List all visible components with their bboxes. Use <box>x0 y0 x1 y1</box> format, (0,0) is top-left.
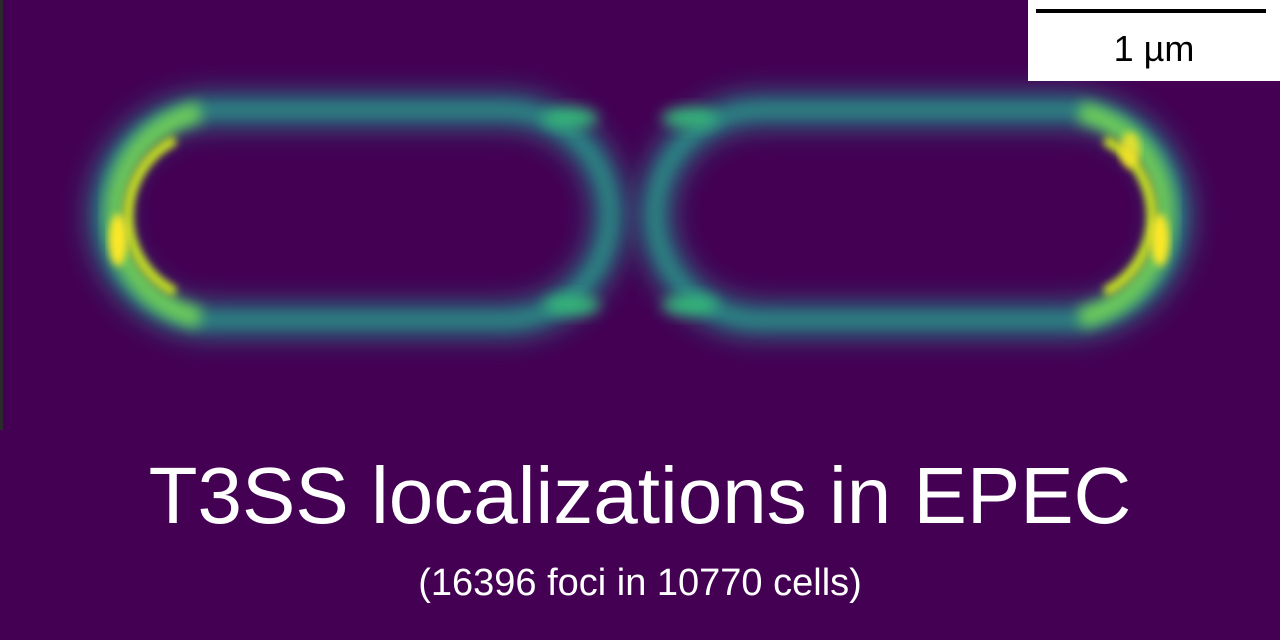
figure-subtitle: (16396 foci in 10770 cells) <box>418 562 862 604</box>
scale-bar-label: 1 µm <box>1113 28 1195 69</box>
localization-heatmap <box>90 95 1190 335</box>
image-border <box>0 0 3 430</box>
left-cell-outline <box>90 95 625 335</box>
scale-bar: 1 µm <box>1028 0 1280 81</box>
figure-title: T3SS localizations in EPEC <box>148 451 1132 540</box>
right-cell-outline <box>640 95 1190 335</box>
scale-bar-line <box>1036 9 1266 13</box>
